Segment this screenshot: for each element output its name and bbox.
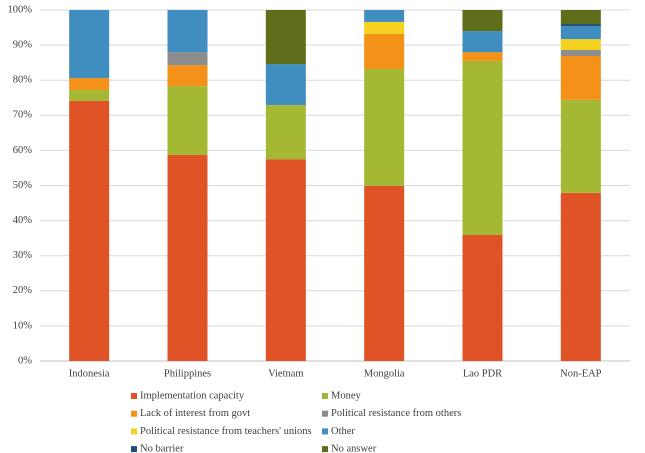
bar-segment [462, 234, 503, 361]
legend-label: No answer [331, 444, 377, 453]
legend-label: Political resistance from others [331, 408, 461, 419]
bar-segment [167, 52, 208, 66]
y-tick-label: 90% [13, 40, 33, 51]
bar-segment [560, 192, 601, 361]
x-tick-label: Philippines [164, 368, 211, 379]
y-tick-label: 100% [8, 4, 33, 15]
legend-label: Political resistance from teachers' unio… [140, 426, 312, 437]
bar-segment [560, 10, 601, 25]
bar-segment [69, 10, 110, 79]
y-tick-label: 20% [13, 285, 33, 296]
bar-segment [265, 64, 306, 106]
bar-segment [69, 78, 110, 91]
y-tick-label: 0% [18, 355, 32, 366]
y-tick-label: 10% [13, 320, 33, 331]
bar-segment [69, 90, 110, 101]
bar-segment [167, 86, 208, 155]
legend-marker [131, 393, 137, 399]
x-tick-label: Mongolia [364, 368, 405, 379]
bar-segment [265, 10, 306, 65]
bar-segment [167, 65, 208, 87]
bar-segment [560, 39, 601, 51]
legend-label: Implementation capacity [140, 390, 245, 401]
y-tick-label: 80% [13, 75, 33, 86]
legend-marker [322, 393, 328, 399]
bar-segment [462, 52, 503, 61]
legend-label: No barrier [140, 444, 184, 453]
bar-segment [560, 26, 601, 40]
bar-segment [560, 55, 601, 100]
legend-label: Money [331, 390, 361, 401]
y-tick-label: 40% [13, 215, 33, 226]
legend-label: Other [331, 426, 355, 437]
y-tick-label: 30% [13, 250, 33, 261]
bar-segment [364, 21, 405, 34]
y-tick-label: 60% [13, 145, 33, 156]
bar-segment [364, 185, 405, 361]
bar-segment [560, 24, 601, 27]
x-tick-label: Non-EAP [560, 368, 602, 379]
legend-marker [322, 446, 328, 453]
x-tick-label: Lao PDR [463, 368, 502, 379]
x-tick-label: Vietnam [268, 368, 304, 379]
bar-segment [167, 10, 208, 53]
bar-segment [265, 105, 306, 160]
bar-segment [462, 10, 503, 32]
bar-segment [364, 10, 405, 22]
legend-label: Lack of interest from govt [140, 408, 250, 419]
bar-segment [462, 60, 503, 235]
bar-segment [167, 154, 208, 361]
bar-segment [560, 50, 601, 56]
y-tick-label: 50% [13, 180, 33, 191]
bar-segment [69, 100, 110, 361]
bar-segment [265, 159, 306, 361]
bar-segment [462, 31, 503, 53]
x-tick-label: Indonesia [69, 368, 110, 379]
bar-segment [560, 99, 601, 193]
bar-segment [364, 33, 405, 69]
legend-marker [322, 410, 328, 417]
legend-marker [131, 446, 137, 453]
legend-marker [131, 428, 137, 435]
bar-segment [364, 68, 405, 186]
legend-marker [322, 428, 328, 435]
legend-marker [131, 410, 137, 417]
y-tick-label: 70% [13, 110, 33, 121]
